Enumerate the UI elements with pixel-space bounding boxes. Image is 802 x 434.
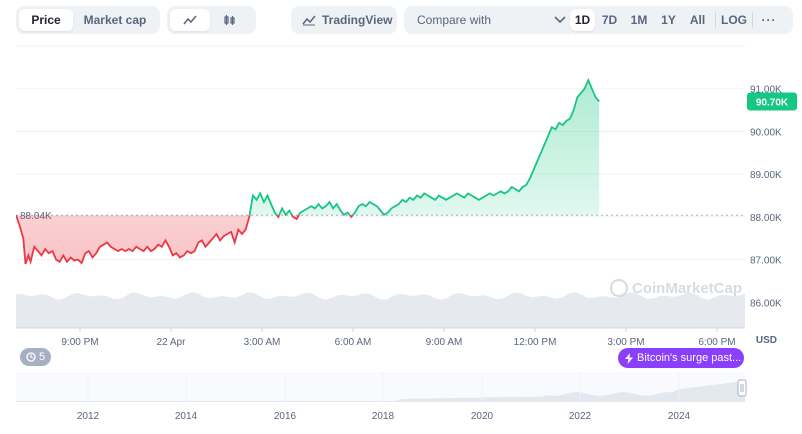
range-selector: 1D 7D 1M 1Y All LOG ···: [567, 6, 793, 34]
tab-market-cap[interactable]: Market cap: [83, 13, 147, 27]
navigator-year-label: 2014: [175, 411, 198, 422]
current-price-tag: [747, 92, 797, 111]
navigator-handle: [737, 379, 747, 397]
navigator-history-area: [16, 381, 745, 402]
current-price-label: 90.70K: [756, 98, 789, 109]
y-tick-label: 86.00K: [750, 298, 782, 309]
compare-with-select[interactable]: Compare with: [404, 6, 576, 34]
coinmarketcap-watermark: CoinMarketCap: [610, 279, 742, 297]
x-tick-label: 3:00 AM: [244, 337, 281, 348]
x-tick-label: 6:00 AM: [335, 337, 372, 348]
more-dots-icon[interactable]: ···: [761, 13, 777, 27]
compare-with-label: Compare with: [417, 13, 492, 27]
navigator-svg[interactable]: 2012 2014 2016 2018 2020 2022 2024: [0, 372, 802, 429]
range-1d[interactable]: 1D: [570, 9, 595, 31]
price-chart-svg[interactable]: 91.00K90.00K89.00K88.00K87.00K86.00K88.0…: [0, 44, 802, 354]
scale-log[interactable]: LOG: [721, 13, 747, 27]
range-navigator[interactable]: 2012 2014 2016 2018 2020 2022 2024: [0, 372, 802, 429]
cmc-logo-icon: [610, 279, 628, 297]
x-tick-label: 6:00 PM: [698, 337, 735, 348]
tradingview-chart-icon: [302, 14, 316, 26]
chevron-down-icon: [554, 16, 566, 24]
area-below-baseline: [16, 215, 600, 264]
price-marketcap-toggle: Price Market cap: [16, 6, 160, 34]
candlestick-icon[interactable]: [210, 9, 250, 31]
y-tick-label: 87.00K: [750, 256, 782, 267]
price-line-up: [16, 77, 600, 216]
range-all[interactable]: All: [689, 13, 706, 27]
events-count-badge[interactable]: 5: [20, 348, 51, 366]
range-divider: [752, 12, 753, 28]
x-tick-label: 22 Apr: [157, 337, 187, 348]
navigator-year-label: 2016: [274, 411, 297, 422]
navigator-year-label: 2012: [77, 411, 100, 422]
range-1m[interactable]: 1M: [630, 13, 648, 27]
news-event-pill[interactable]: Bitcoin's surge past...: [618, 348, 744, 368]
y-tick-label: 91.00K: [750, 85, 782, 96]
clock-icon: [26, 352, 36, 362]
area-above-baseline: [249, 80, 600, 216]
tab-price[interactable]: Price: [19, 9, 73, 31]
price-line-down: [16, 215, 386, 266]
chart-type-toggle: [167, 6, 256, 34]
navigator-year-label: 2024: [668, 411, 691, 422]
volume-bars: [16, 292, 745, 328]
price-chart: 91.00K90.00K89.00K88.00K87.00K86.00K88.0…: [0, 44, 802, 354]
navigator-year-label: 2018: [372, 411, 395, 422]
x-tick-label: 3:00 PM: [607, 337, 644, 348]
x-tick-label: 9:00 AM: [426, 337, 463, 348]
y-tick-label: 88.00K: [750, 213, 782, 224]
tradingview-button[interactable]: TradingView: [291, 6, 397, 34]
events-count: 5: [38, 351, 46, 363]
news-event-label: Bitcoin's surge past...: [637, 352, 742, 364]
range-1y[interactable]: 1Y: [661, 13, 676, 27]
tradingview-label: TradingView: [322, 13, 393, 27]
navigator-year-label: 2022: [569, 411, 592, 422]
navigator-year-label: 2020: [471, 411, 494, 422]
currency-label: USD: [756, 335, 777, 346]
y-tick-label: 90.00K: [750, 127, 782, 138]
y-tick-label: 89.00K: [750, 170, 782, 181]
watermark-text: CoinMarketCap: [632, 280, 742, 297]
range-divider: [715, 12, 716, 28]
x-tick-label: 9:00 PM: [61, 337, 98, 348]
range-7d[interactable]: 7D: [601, 13, 618, 27]
lightning-icon: [625, 352, 633, 364]
x-tick-label: 12:00 PM: [514, 337, 557, 348]
chart-toolbar: Price Market cap TradingView Compare wit…: [16, 6, 794, 34]
line-chart-icon[interactable]: [170, 9, 210, 31]
